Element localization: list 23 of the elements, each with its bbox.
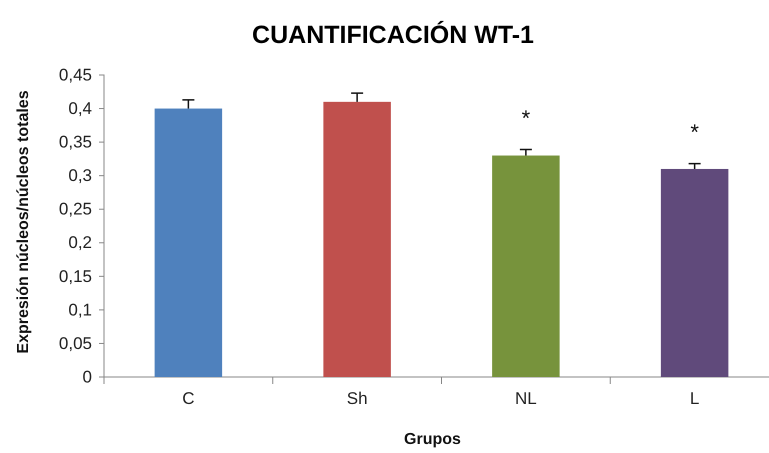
y-tick-label: 0,4 [68,98,92,118]
x-axis-title: Grupos [404,431,462,448]
x-tick-label: NL [515,388,537,408]
y-tick-label: 0,1 [68,300,92,320]
y-tick-label: 0 [82,367,92,386]
y-tick-label: 0,05 [58,334,92,353]
x-tick-label: Sh [346,388,368,408]
annotation: * [690,120,700,145]
y-tick-label: 0,15 [58,266,92,286]
bar [154,108,222,377]
y-tick-label: 0,2 [68,233,92,252]
bar [492,156,560,377]
chart-title: CUANTIFICACIÓN WT-1 [252,20,534,49]
x-tick-label: L [690,388,700,408]
x-tick-label: C [182,388,195,408]
bar [323,102,391,377]
y-tick-label: 0,35 [58,132,92,152]
annotation: * [522,105,531,130]
bar [660,168,728,377]
y-tick-label: 0,45 [58,65,92,84]
y-tick-label: 0,25 [58,200,92,219]
y-tick-label: 0,3 [68,166,92,186]
y-axis-title: Expresión núcleos/núcleos totales [15,90,32,354]
